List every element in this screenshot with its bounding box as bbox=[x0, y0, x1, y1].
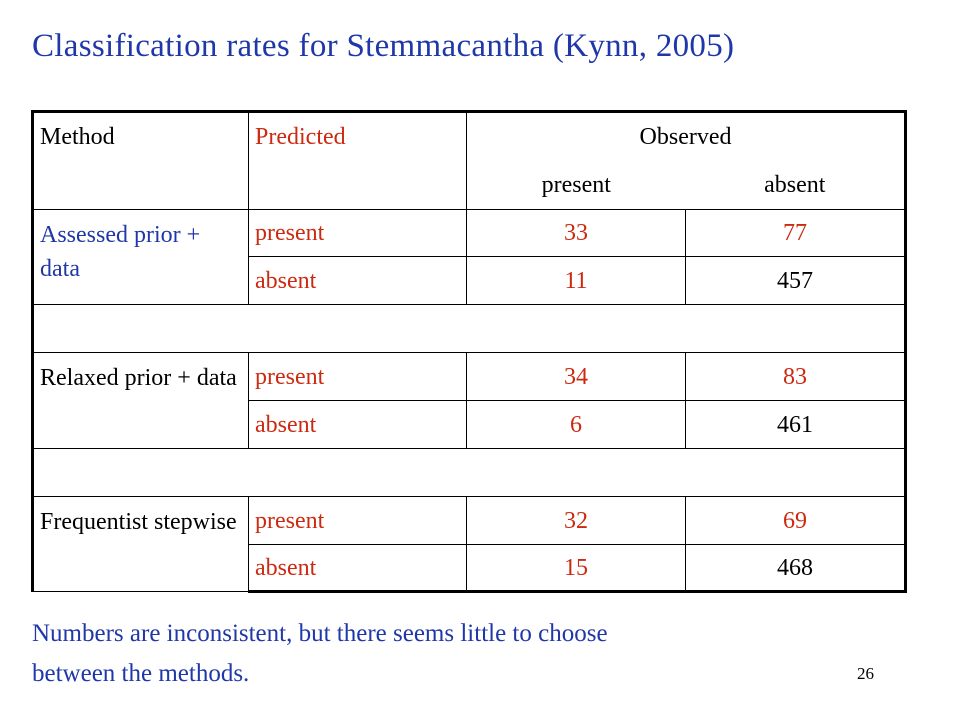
method-relaxed-prior: Relaxed prior + data bbox=[31, 352, 249, 449]
observed-present-cell: 6 bbox=[466, 400, 686, 449]
predicted-cell: present bbox=[248, 496, 467, 545]
header-observed-cell: Observed present absent bbox=[466, 110, 907, 210]
table-header-row: Method Predicted Observed present absent bbox=[31, 110, 907, 210]
observed-absent-cell: 77 bbox=[685, 209, 907, 257]
observed-absent-cell: 83 bbox=[685, 352, 907, 401]
observed-present-cell: 32 bbox=[466, 496, 686, 545]
observed-absent-cell: 461 bbox=[685, 400, 907, 449]
observed-absent-cell: 468 bbox=[685, 544, 907, 593]
predicted-cell: present bbox=[248, 209, 467, 257]
predicted-cell: absent bbox=[248, 544, 467, 593]
method-assessed-prior: Assessed prior + data bbox=[31, 209, 249, 305]
table-row: absent 6 461 bbox=[33, 400, 907, 449]
classification-table: Method Predicted Observed present absent… bbox=[31, 110, 907, 593]
observed-present-cell: 34 bbox=[466, 352, 686, 401]
spacer-cell bbox=[31, 448, 907, 497]
table-row: absent 15 468 bbox=[33, 544, 907, 593]
header-observed-present: present bbox=[541, 172, 611, 198]
header-observed-absent: absent bbox=[764, 172, 826, 198]
table-row: Relaxed prior + data present 34 83 bbox=[31, 352, 907, 449]
footnote-line-2: between the methods. bbox=[32, 660, 250, 687]
header-method: Method bbox=[31, 110, 249, 210]
table-row: Assessed prior + data present 33 77 bbox=[31, 209, 907, 305]
header-observed: Observed bbox=[639, 124, 732, 150]
observed-absent-cell: 457 bbox=[685, 256, 907, 305]
table-row: Frequentist stepwise present 32 69 bbox=[31, 496, 907, 592]
observed-present-cell: 11 bbox=[466, 256, 686, 305]
predicted-cell: absent bbox=[248, 256, 467, 305]
predicted-cell: present bbox=[248, 352, 467, 401]
observed-present-cell: 33 bbox=[466, 209, 686, 257]
slide-footnote: Numbers are inconsistent, but there seem… bbox=[32, 614, 608, 694]
slide-title: Classification rates for Stemmacantha (K… bbox=[32, 28, 735, 64]
predicted-cell: absent bbox=[248, 400, 467, 449]
observed-absent-cell: 69 bbox=[685, 496, 907, 545]
header-predicted: Predicted bbox=[248, 110, 467, 210]
table-row: absent 11 457 bbox=[33, 256, 907, 305]
method-frequentist-stepwise: Frequentist stepwise bbox=[31, 496, 249, 592]
footnote-line-1: Numbers are inconsistent, but there seem… bbox=[32, 620, 608, 647]
spacer-row bbox=[31, 448, 907, 497]
spacer-cell bbox=[31, 304, 907, 353]
observed-present-cell: 15 bbox=[466, 544, 686, 593]
page-number: 26 bbox=[857, 664, 874, 683]
spacer-row bbox=[31, 304, 907, 353]
